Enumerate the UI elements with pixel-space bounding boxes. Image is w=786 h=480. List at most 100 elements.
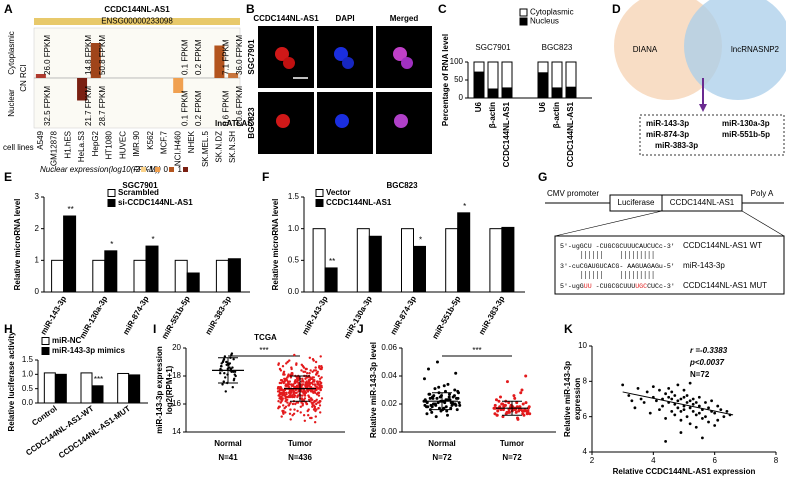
group-size: N=72	[502, 453, 522, 462]
fpkm-label: 0.1 FPKM	[180, 39, 189, 75]
data-point	[447, 395, 451, 399]
legend-label: 1	[178, 165, 183, 174]
data-point	[303, 397, 307, 400]
data-point	[456, 389, 460, 393]
significance: ***	[472, 346, 481, 355]
stat-annotation: p<0.0037	[689, 358, 725, 367]
sequence-part: CUCc-3'	[647, 283, 675, 290]
data-point	[431, 396, 435, 400]
data-point	[277, 400, 280, 403]
data-point	[713, 411, 717, 415]
upper-panel	[33, 27, 241, 79]
data-point	[627, 394, 631, 397]
data-point	[285, 391, 288, 394]
data-point	[299, 411, 302, 414]
data-point	[301, 377, 304, 380]
bar	[489, 228, 503, 293]
mirna-item: miR-383-3p	[655, 141, 698, 150]
data-point	[425, 412, 429, 416]
data-point	[313, 379, 316, 382]
data-point	[304, 381, 307, 385]
data-point	[295, 376, 299, 379]
data-point	[445, 409, 449, 413]
gene-bar	[34, 18, 240, 25]
data-point	[458, 403, 462, 407]
y-tick-label: 1.0	[288, 224, 300, 233]
data-point	[682, 395, 686, 399]
data-point	[319, 355, 322, 358]
source-label: lncATLAS	[215, 119, 253, 128]
data-point	[450, 401, 454, 405]
data-point	[673, 394, 677, 397]
data-point	[621, 383, 625, 387]
data-point	[294, 379, 297, 382]
data-point	[310, 388, 314, 392]
data-point	[667, 387, 671, 390]
y-tick-label: 0.0	[22, 398, 34, 407]
data-point	[316, 401, 320, 404]
bar-segment	[565, 86, 577, 99]
data-point	[276, 390, 280, 393]
data-point	[306, 409, 309, 413]
data-point	[278, 367, 282, 371]
data-point	[220, 362, 223, 365]
data-point	[318, 387, 322, 390]
bar	[312, 228, 326, 293]
zoom-line	[741, 210, 785, 237]
data-point	[500, 402, 504, 406]
panel-label: H	[4, 322, 13, 336]
data-point	[493, 412, 497, 416]
bar-segment	[473, 61, 485, 73]
data-point	[428, 396, 432, 400]
data-point	[219, 365, 223, 368]
data-point	[288, 412, 292, 415]
x-tick-label: Tumor	[288, 439, 312, 448]
data-point	[285, 362, 288, 365]
data-point	[277, 407, 280, 410]
data-point	[283, 377, 286, 380]
data-point	[233, 373, 236, 376]
sequence-part: -CUGCGCUUU	[592, 283, 636, 290]
x-tick-label: U6	[538, 101, 547, 112]
data-point	[287, 395, 290, 399]
bar	[80, 372, 93, 404]
bar	[445, 228, 459, 293]
data-point	[313, 421, 317, 424]
x-tick-label: SK.N.SH	[228, 131, 237, 163]
data-point	[278, 381, 282, 385]
data-point	[449, 406, 453, 410]
insert-label: CCDC144NL-AS1	[670, 198, 735, 207]
data-point	[291, 395, 295, 399]
data-point	[300, 384, 303, 387]
y-tick-label: 1.5	[288, 192, 300, 201]
category-axis-label: cell lines	[3, 143, 34, 152]
data-point	[426, 405, 430, 409]
y-tick-label: 0.04	[381, 371, 397, 380]
data-point	[311, 358, 315, 361]
data-point	[507, 401, 511, 405]
data-point	[707, 406, 710, 410]
y-axis-label: Relative miR-143-3p level	[369, 342, 378, 438]
data-point	[630, 399, 634, 403]
x-tick-label: miR-143-3p	[300, 294, 329, 336]
panel-label: E	[4, 170, 12, 184]
data-point	[315, 380, 319, 383]
data-point	[303, 390, 306, 393]
data-point	[313, 405, 317, 408]
data-point	[223, 372, 226, 375]
data-point	[494, 398, 498, 402]
bar	[128, 374, 141, 404]
bar-segment	[487, 88, 499, 99]
data-point	[658, 408, 661, 411]
x-axis-label: Relative CCDC144NL-AS1 expression	[613, 467, 756, 476]
bar	[356, 228, 370, 293]
bar	[368, 235, 382, 293]
stat-annotation: r =-0.3383	[690, 346, 728, 355]
venn-circle	[684, 0, 786, 100]
bar	[228, 73, 239, 78]
y-tick-label: 0.06	[381, 343, 397, 352]
data-point	[430, 405, 434, 409]
group-size: N=72	[432, 453, 452, 462]
data-point	[704, 415, 707, 419]
